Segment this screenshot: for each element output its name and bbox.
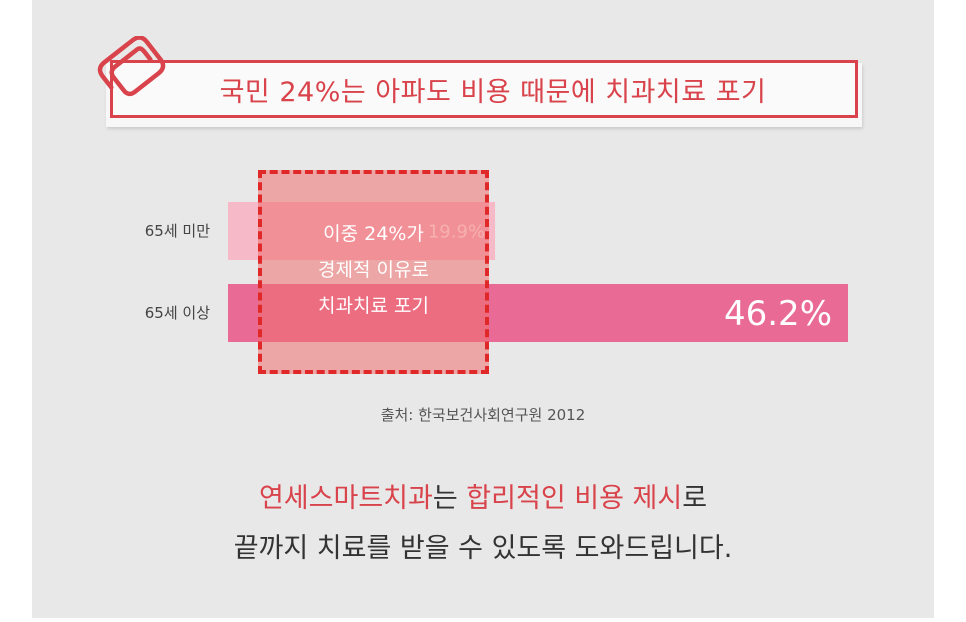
value-label-2: 46.2% [724,294,832,334]
highlight-overlay-box [258,170,489,374]
brand-name: 연세스마트치과 [258,483,433,514]
overlay-callout: 이중 24%가 경제적 이유로 치과치료 포기 [258,216,489,324]
overlay-line-2: 경제적 이유로 [318,259,429,281]
promo-line-1: 연세스마트치과는 합리적인 비용 제시로 [0,476,966,515]
page-title: 국민 24%는 아파도 비용 때문에 치과치료 포기 [219,76,767,108]
promo-line-2: 끝까지 치료를 받을 수 있도록 도와드립니다. [233,533,733,564]
promo-line-1-end: 로 [682,483,708,514]
title-box: 국민 24%는 아파도 비용 때문에 치과치료 포기 [110,60,858,118]
promo-highlight: 합리적인 비용 제시 [466,483,683,514]
category-label-1: 65세 미만 [145,222,210,240]
paperclip-icon [97,36,166,97]
overlay-line-3: 치과치료 포기 [318,295,429,317]
overlay-line-1: 이중 24%가 [323,223,424,245]
promo-line-1-mid: 는 [432,483,467,514]
source-note: 출처: 한국보건사회연구원 2012 [380,406,586,424]
category-label-2: 65세 이상 [145,304,210,322]
